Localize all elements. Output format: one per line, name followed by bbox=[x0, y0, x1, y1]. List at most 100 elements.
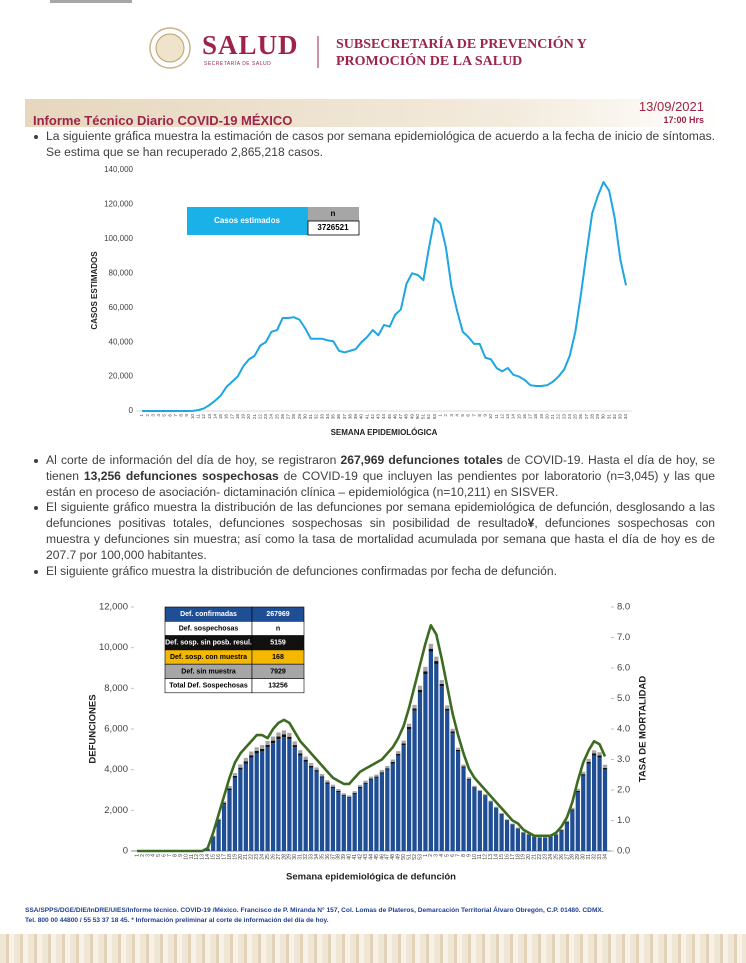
bold-text: 267,969 defunciones totales bbox=[340, 453, 503, 467]
bar-segment bbox=[276, 739, 281, 851]
bar-segment bbox=[287, 739, 292, 851]
bar-segment bbox=[298, 755, 303, 851]
bar-segment bbox=[303, 759, 308, 762]
bar-segment bbox=[602, 767, 608, 770]
bar-segment bbox=[521, 831, 526, 833]
x-tick-label: 51 bbox=[421, 414, 426, 420]
bar-segment bbox=[461, 764, 466, 767]
legend-value: 7929 bbox=[270, 668, 286, 675]
x-tick-label: 14 bbox=[212, 414, 217, 420]
bullet-dot bbox=[34, 459, 38, 463]
bar-segment bbox=[330, 784, 336, 787]
x-tick-label: 28 bbox=[281, 854, 287, 860]
x-tick-label: 53 bbox=[432, 414, 437, 420]
x-tick-label: 11 bbox=[189, 854, 195, 859]
bar-segment bbox=[357, 787, 363, 851]
bar-segment bbox=[352, 794, 357, 851]
bar-segment bbox=[575, 788, 580, 791]
bar-segment bbox=[401, 745, 406, 851]
bar-segment bbox=[357, 786, 363, 788]
legend-label: Def. confirmadas bbox=[180, 611, 237, 618]
y-tick-label: 8,000 bbox=[104, 683, 128, 694]
bar-segment bbox=[385, 769, 390, 851]
x-tick-label: 11 bbox=[477, 854, 483, 859]
legend-value: n bbox=[276, 625, 280, 632]
x-tick-label: 38 bbox=[336, 854, 342, 860]
bar-segment bbox=[445, 705, 450, 709]
x-tick-label: 34 bbox=[602, 854, 608, 860]
bar-segment bbox=[537, 837, 542, 851]
bar-segment bbox=[325, 780, 330, 783]
x-tick-label: 33 bbox=[597, 854, 603, 860]
x-tick-label: 31 bbox=[308, 414, 313, 420]
x-tick-label: 17 bbox=[229, 414, 234, 420]
bar-segment bbox=[488, 801, 493, 803]
bar-segment bbox=[281, 737, 287, 851]
bar-segment bbox=[265, 747, 270, 851]
text: de COVID-19. Hasta el día de hoy, se tie… bbox=[46, 453, 715, 483]
x-tick-label: 35 bbox=[331, 414, 336, 420]
bar-segment bbox=[298, 753, 303, 756]
bold-text: 13,256 defunciones sospechosas bbox=[83, 468, 279, 483]
bar-segment bbox=[499, 814, 504, 851]
x-tick-label: 23 bbox=[561, 414, 566, 420]
bar-segment bbox=[319, 773, 325, 777]
x-tick-label: 10 bbox=[190, 414, 195, 420]
bar-segment bbox=[494, 808, 499, 851]
x-tick-label: 45 bbox=[374, 854, 380, 860]
bar-segment bbox=[243, 763, 248, 851]
x-tick-label: 9 bbox=[483, 414, 488, 417]
bar-segment bbox=[559, 830, 564, 831]
x-tick-label: 26 bbox=[578, 414, 583, 420]
x-tick-label: 43 bbox=[376, 414, 381, 420]
bar-segment bbox=[363, 782, 368, 784]
bullet-item: El siguiente gráfico muestra la distribu… bbox=[30, 500, 715, 563]
bar-segment bbox=[232, 775, 238, 778]
bar-segment bbox=[586, 763, 591, 851]
bar-segment bbox=[379, 770, 385, 773]
bar-segment bbox=[483, 795, 488, 797]
bar-segment bbox=[406, 723, 412, 727]
inset-header: Casos estimados bbox=[214, 216, 280, 225]
y-tick-label: 140,000 bbox=[104, 165, 133, 174]
x-tick-label: 2 bbox=[145, 414, 150, 417]
x-tick-label: 21 bbox=[550, 414, 555, 420]
x-tick-label: 3 bbox=[145, 854, 151, 857]
x-tick-label: 7 bbox=[167, 854, 173, 857]
x-tick-label: 50 bbox=[415, 414, 420, 420]
text: El siguiente gráfico muestra la distribu… bbox=[46, 563, 557, 578]
y-tick-label: 20,000 bbox=[109, 372, 134, 381]
bar-segment bbox=[227, 790, 232, 851]
x-tick-label: 6 bbox=[167, 414, 172, 417]
bar-segment bbox=[374, 777, 379, 851]
x-tick-label: 4 bbox=[454, 414, 459, 417]
y2-tick-label: 1.0 bbox=[617, 815, 630, 826]
bar-segment bbox=[423, 666, 428, 672]
x-tick-label: 51 bbox=[406, 854, 412, 860]
bar-segment bbox=[477, 790, 482, 792]
x-tick-label: 8 bbox=[477, 414, 482, 417]
y-tick-label: 0 bbox=[129, 406, 134, 415]
bar-segment bbox=[309, 762, 314, 766]
x-tick-label: 1 bbox=[423, 854, 429, 857]
x-tick-label: 23 bbox=[543, 854, 549, 860]
bar-segment bbox=[292, 745, 297, 748]
x-tick-label: 20 bbox=[238, 854, 244, 860]
bar-segment bbox=[314, 771, 319, 851]
y2-tick-label: 7.0 bbox=[617, 632, 630, 643]
x-tick-label: 52 bbox=[412, 854, 418, 860]
x-tick-label: 30 bbox=[581, 854, 587, 860]
x-tick-label: 25 bbox=[573, 414, 578, 420]
x-tick-label: 36 bbox=[325, 854, 331, 860]
x-tick-label: 4 bbox=[156, 414, 161, 417]
x-tick-label: 28 bbox=[589, 414, 594, 420]
bar-segment bbox=[428, 643, 433, 649]
bullet-item: La siguiente gráfica muestra la estimaci… bbox=[30, 129, 715, 161]
x-tick-label: 21 bbox=[243, 854, 249, 860]
bar-segment bbox=[586, 758, 591, 762]
x-tick-label: 30 bbox=[302, 414, 307, 420]
bar-segment bbox=[494, 806, 499, 808]
legend-value: 168 bbox=[272, 654, 284, 661]
bar-segment bbox=[504, 819, 510, 821]
bar-segment bbox=[336, 792, 341, 851]
